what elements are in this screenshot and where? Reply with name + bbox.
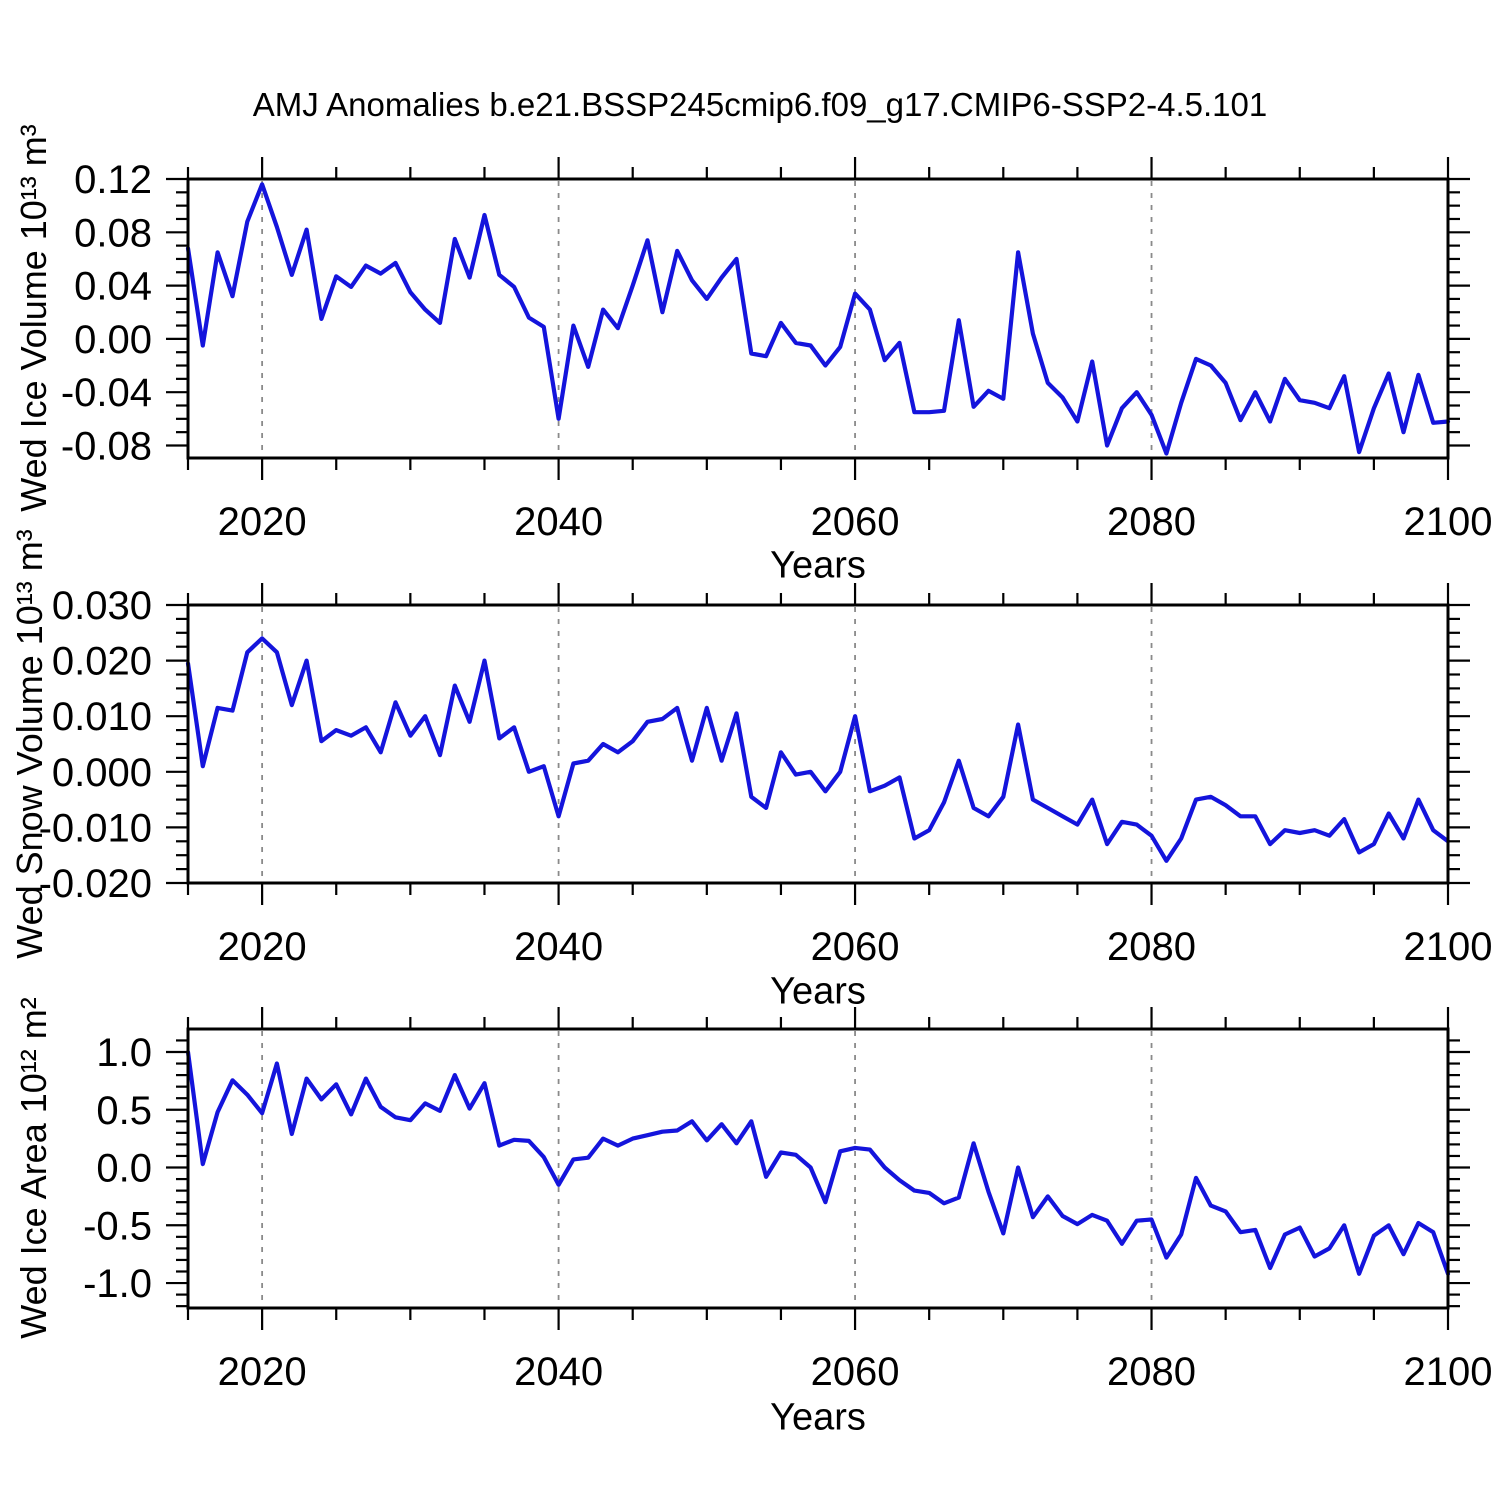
y-tick-label: -0.5 xyxy=(83,1204,152,1248)
y-tick-label: 0.00 xyxy=(74,318,152,362)
y-tick-label: 0.04 xyxy=(74,265,152,309)
y-tick-label: -0.08 xyxy=(61,424,152,468)
y-tick-label: 0.0 xyxy=(96,1147,152,1191)
y-tick-label: 0.5 xyxy=(96,1089,152,1133)
y-axis-title-ice-volume: Wed Ice Volume 10¹³ m³ xyxy=(13,124,54,512)
y-tick-label: 1.0 xyxy=(96,1031,152,1075)
y-tick-label: 0.010 xyxy=(52,695,152,739)
y-tick-label: 0.12 xyxy=(74,158,152,202)
y-tick-label: 0.020 xyxy=(52,640,152,684)
x-axis-title-panel-3: Years xyxy=(770,1396,866,1439)
y-tick-label: 0.08 xyxy=(74,211,152,255)
x-tick-label: 2040 xyxy=(514,500,603,544)
panel-wed-snow-volume-anomaly: 0.030 0.020 0.010 0.000 -0.010 -0.020 2020 2040… xyxy=(39,583,1493,969)
panel-wed-ice-volume-anomaly: 0.12 0.08 0.04 0.00 -0.04 -0.08 2020 2040 2060 20… xyxy=(61,157,1493,544)
y-tick-label: 0.030 xyxy=(52,584,152,628)
x-tick-label: 2060 xyxy=(811,1350,900,1394)
x-tick-label: 2100 xyxy=(1404,500,1493,544)
x-axis-title-panel-2: Years xyxy=(770,970,866,1013)
y-tick-label: -0.04 xyxy=(61,371,152,415)
y-tick-label: -0.020 xyxy=(39,862,152,906)
x-tick-label: 2060 xyxy=(811,925,900,969)
x-tick-label: 2020 xyxy=(218,925,307,969)
panel-wed-ice-area-anomaly: 1.0 0.5 0.0 -0.5 -1.0 2020 2040 2060 2080 2100 xyxy=(83,1007,1492,1394)
x-tick-label: 2020 xyxy=(218,500,307,544)
series-line-wed-ice-volume-anomaly xyxy=(185,182,1451,456)
x-tick-label: 2080 xyxy=(1107,925,1196,969)
figure-title: AMJ Anomalies b.e21.BSSP245cmip6.f09_g17… xyxy=(252,86,1268,123)
x-tick-label: 2080 xyxy=(1107,500,1196,544)
x-tick-label: 2100 xyxy=(1404,925,1493,969)
x-tick-label: 2060 xyxy=(811,500,900,544)
y-tick-label: -0.010 xyxy=(39,806,152,850)
plot-border xyxy=(186,177,1450,460)
x-tick-label: 2040 xyxy=(514,925,603,969)
y-tick-label: 0.000 xyxy=(52,751,152,795)
x-tick-label: 2080 xyxy=(1107,1350,1196,1394)
y-axis-title-ice-area: Wed Ice Area 10¹² m² xyxy=(13,997,54,1339)
x-tick-label: 2040 xyxy=(514,1350,603,1394)
plot-border xyxy=(186,1027,1450,1310)
x-axis-title-panel-1: Years xyxy=(770,544,866,587)
x-tick-label: 2020 xyxy=(218,1350,307,1394)
series-line-wed-ice-area-anomaly xyxy=(185,1049,1451,1276)
y-axis-title-snow-volume: Wed Snow Volume 10¹³ m³ xyxy=(9,529,50,959)
x-tick-label: 2100 xyxy=(1404,1350,1493,1394)
series-line-wed-snow-volume-anomaly xyxy=(185,636,1451,863)
y-tick-label: -1.0 xyxy=(83,1262,152,1306)
